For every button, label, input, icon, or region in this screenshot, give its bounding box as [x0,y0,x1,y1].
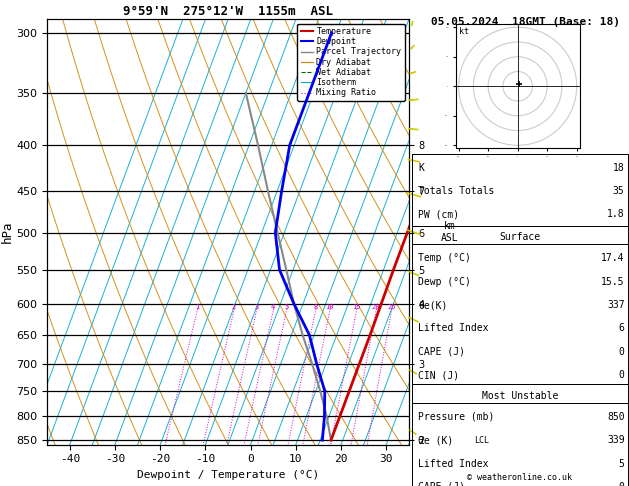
Text: 2: 2 [232,304,236,310]
Text: θe (K): θe (K) [418,435,454,445]
Legend: Temperature, Dewpoint, Parcel Trajectory, Dry Adiabat, Wet Adiabat, Isotherm, Mi: Temperature, Dewpoint, Parcel Trajectory… [297,24,404,101]
Text: 5: 5 [284,304,289,310]
Text: 35: 35 [613,186,625,196]
Text: PW (cm): PW (cm) [418,209,459,219]
Text: CAPE (J): CAPE (J) [418,347,465,357]
Text: 15.5: 15.5 [601,277,625,287]
Text: 8: 8 [313,304,318,310]
Text: Lifted Index: Lifted Index [418,459,489,469]
Text: LCL: LCL [474,435,489,445]
Text: CAPE (J): CAPE (J) [418,482,465,486]
Y-axis label: hPa: hPa [1,221,14,243]
Text: 1: 1 [195,304,199,310]
Text: © weatheronline.co.uk: © weatheronline.co.uk [467,473,572,482]
Text: Most Unstable: Most Unstable [482,391,558,400]
Text: 17.4: 17.4 [601,254,625,263]
Text: Lifted Index: Lifted Index [418,324,489,333]
Text: 20: 20 [372,304,381,310]
Text: 6: 6 [619,324,625,333]
Text: 10: 10 [326,304,334,310]
Text: 18: 18 [613,163,625,173]
Text: 850: 850 [607,412,625,422]
Text: Temp (°C): Temp (°C) [418,254,471,263]
Text: Pressure (mb): Pressure (mb) [418,412,494,422]
Title: 9°59'N  275°12'W  1155m  ASL: 9°59'N 275°12'W 1155m ASL [123,5,333,18]
Text: K: K [418,163,424,173]
Text: 25: 25 [387,304,396,310]
Text: Surface: Surface [499,232,540,242]
X-axis label: Dewpoint / Temperature (°C): Dewpoint / Temperature (°C) [137,470,319,480]
Y-axis label: km
ASL: km ASL [441,221,459,243]
Text: kt: kt [459,27,469,36]
Text: 0: 0 [619,370,625,380]
Text: 0: 0 [619,482,625,486]
Text: 1.8: 1.8 [607,209,625,219]
Text: 337: 337 [607,300,625,310]
Text: 339: 339 [607,435,625,445]
Text: CIN (J): CIN (J) [418,370,459,380]
Text: Dewp (°C): Dewp (°C) [418,277,471,287]
Text: 15: 15 [352,304,361,310]
Text: θe(K): θe(K) [418,300,448,310]
Text: 05.05.2024  18GMT (Base: 18): 05.05.2024 18GMT (Base: 18) [431,17,620,27]
Text: Totals Totals: Totals Totals [418,186,494,196]
Text: 3: 3 [255,304,259,310]
Text: 0: 0 [619,347,625,357]
Text: 5: 5 [619,459,625,469]
Text: 4: 4 [271,304,276,310]
